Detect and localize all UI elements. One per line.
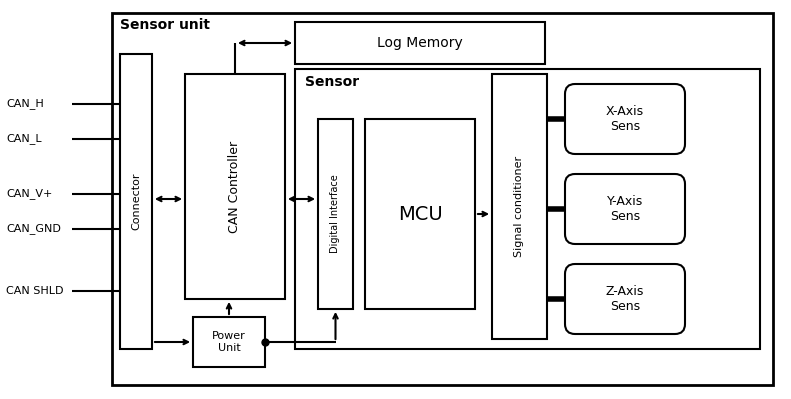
Text: Power
Unit: Power Unit <box>212 331 246 353</box>
Text: Signal conditioner: Signal conditioner <box>514 156 524 257</box>
Text: CAN Controller: CAN Controller <box>229 140 241 233</box>
Text: X-Axis
Sens: X-Axis Sens <box>606 105 644 133</box>
Text: Digital Interface: Digital Interface <box>331 175 340 253</box>
Text: Log Memory: Log Memory <box>377 36 463 50</box>
Bar <box>185 74 285 299</box>
Bar <box>318 119 353 309</box>
Text: CAN_GND: CAN_GND <box>6 223 61 235</box>
FancyBboxPatch shape <box>565 174 685 244</box>
Bar <box>365 119 475 309</box>
Text: CAN SHLD: CAN SHLD <box>6 286 63 296</box>
Text: Y-Axis
Sens: Y-Axis Sens <box>607 195 643 223</box>
Bar <box>120 54 152 349</box>
FancyBboxPatch shape <box>565 264 685 334</box>
Bar <box>193 317 265 367</box>
Bar <box>112 13 773 385</box>
Text: MCU: MCU <box>398 205 442 223</box>
Text: Z-Axis
Sens: Z-Axis Sens <box>606 285 644 313</box>
Text: CAN_V+: CAN_V+ <box>6 189 52 200</box>
Bar <box>295 69 760 349</box>
Bar <box>492 74 547 339</box>
Text: Sensor: Sensor <box>305 75 359 89</box>
Bar <box>295 22 545 64</box>
Text: CAN_L: CAN_L <box>6 134 42 144</box>
Text: Connector: Connector <box>131 173 141 230</box>
Text: CAN_H: CAN_H <box>6 99 44 109</box>
FancyBboxPatch shape <box>565 84 685 154</box>
Text: Sensor unit: Sensor unit <box>120 18 210 32</box>
